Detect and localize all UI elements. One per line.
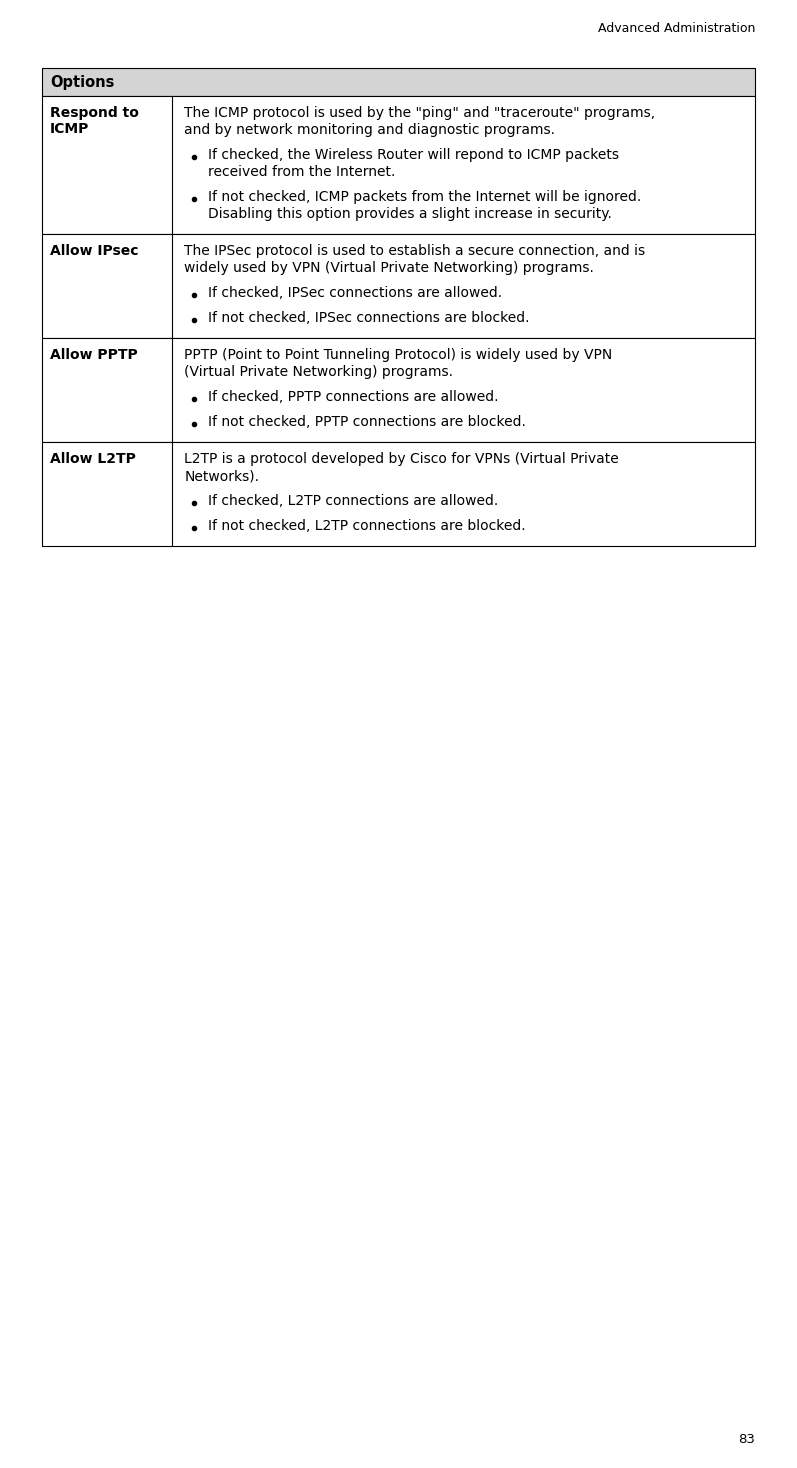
Text: Allow L2TP: Allow L2TP: [50, 452, 135, 465]
Bar: [42, 338, 755, 442]
Text: If not checked, L2TP connections are blocked.: If not checked, L2TP connections are blo…: [209, 520, 526, 533]
Text: If checked, the Wireless Router will repond to ICMP packets: If checked, the Wireless Router will rep…: [209, 148, 619, 161]
Bar: [42, 233, 755, 338]
Text: Allow IPsec: Allow IPsec: [50, 244, 139, 258]
Text: and by network monitoring and diagnostic programs.: and by network monitoring and diagnostic…: [184, 123, 556, 137]
Text: If checked, L2TP connections are allowed.: If checked, L2TP connections are allowed…: [209, 495, 499, 508]
Text: Advanced Administration: Advanced Administration: [598, 22, 755, 35]
Text: If not checked, IPSec connections are blocked.: If not checked, IPSec connections are bl…: [209, 311, 530, 324]
Text: Allow PPTP: Allow PPTP: [50, 348, 138, 363]
Text: If not checked, ICMP packets from the Internet will be ignored.: If not checked, ICMP packets from the In…: [209, 189, 642, 204]
Text: Disabling this option provides a slight increase in security.: Disabling this option provides a slight …: [209, 207, 612, 222]
Bar: [42, 95, 755, 233]
Text: widely used by VPN (Virtual Private Networking) programs.: widely used by VPN (Virtual Private Netw…: [184, 261, 595, 275]
Text: 83: 83: [738, 1433, 755, 1446]
Text: Networks).: Networks).: [184, 468, 260, 483]
Text: If not checked, PPTP connections are blocked.: If not checked, PPTP connections are blo…: [209, 415, 526, 429]
Text: The IPSec protocol is used to establish a secure connection, and is: The IPSec protocol is used to establish …: [184, 244, 646, 258]
Text: If checked, PPTP connections are allowed.: If checked, PPTP connections are allowed…: [209, 390, 499, 404]
Text: The ICMP protocol is used by the "ping" and "traceroute" programs,: The ICMP protocol is used by the "ping" …: [184, 106, 656, 120]
Text: PPTP (Point to Point Tunneling Protocol) is widely used by VPN: PPTP (Point to Point Tunneling Protocol)…: [184, 348, 613, 363]
Text: Respond to
ICMP: Respond to ICMP: [50, 106, 139, 137]
Text: Options: Options: [50, 75, 115, 90]
Bar: [42, 442, 755, 546]
Text: L2TP is a protocol developed by Cisco for VPNs (Virtual Private: L2TP is a protocol developed by Cisco fo…: [184, 452, 619, 465]
Text: If checked, IPSec connections are allowed.: If checked, IPSec connections are allowe…: [209, 286, 503, 299]
Bar: [42, 68, 755, 95]
Text: (Virtual Private Networking) programs.: (Virtual Private Networking) programs.: [184, 366, 453, 379]
Text: received from the Internet.: received from the Internet.: [209, 164, 396, 179]
